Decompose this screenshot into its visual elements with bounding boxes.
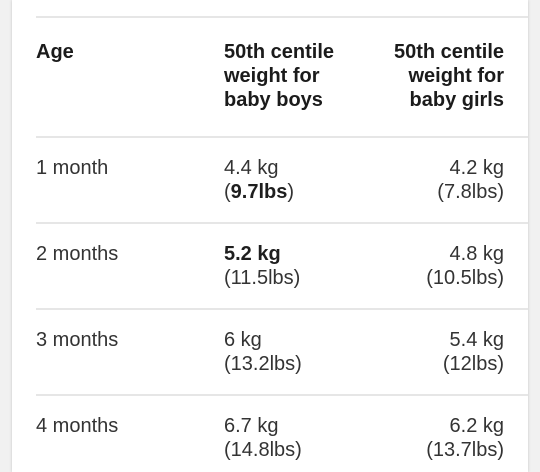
row-divider — [36, 222, 528, 224]
header-boys-line-1: 50th centile — [224, 41, 335, 63]
lbs-close-paren: ) — [287, 181, 295, 203]
boys-weight-cell: 6 kg (13.2lbs) — [224, 328, 394, 376]
girls-weight-cell: 4.8 kg (10.5lbs) — [344, 242, 504, 290]
boys-weight-kg: 6 kg — [224, 329, 262, 351]
boys-weight-lbs: (14.8lbs) — [224, 439, 302, 461]
row-divider — [36, 394, 528, 396]
boys-weight-lbs-value: 9.7lbs — [230, 181, 288, 203]
age-cell: 1 month — [36, 157, 109, 179]
table-header-row: Age 50th centile weight for baby boys 50… — [36, 40, 528, 138]
header-boys: 50th centile weight for baby boys — [224, 40, 394, 112]
girls-weight-kg: 4.8 kg — [449, 243, 504, 265]
header-divider — [36, 136, 528, 138]
girls-weight-cell: 4.2 kg (7.8lbs) — [344, 156, 504, 204]
girls-weight-lbs: (12lbs) — [442, 353, 504, 375]
boys-weight-cell: 4.4 kg (9.7lbs) — [224, 156, 394, 204]
boys-weight-lbs: (9.7lbs) — [224, 180, 394, 204]
boys-weight-lbs: (13.2lbs) — [224, 353, 302, 375]
girls-weight-cell: 6.2 kg (13.7lbs) — [344, 414, 504, 462]
girls-weight-lbs: (7.8lbs) — [437, 181, 504, 203]
girls-weight-kg: 6.2 kg — [449, 415, 504, 437]
header-boys-line-3: baby boys — [224, 89, 323, 111]
table-row: 3 months 6 kg (13.2lbs) 5.4 kg (12lbs) — [36, 310, 528, 396]
boys-weight-cell: 6.7 kg (14.8lbs) — [224, 414, 394, 462]
boys-weight-lbs: (11.5lbs) — [224, 267, 301, 289]
header-boys-line-2: weight for — [224, 65, 320, 87]
boys-weight-kg: 5.2 kg — [224, 243, 281, 265]
header-age: Age — [36, 41, 74, 63]
header-girls-line-3: baby girls — [409, 89, 504, 111]
table-row: 1 month 4.4 kg (9.7lbs) 4.2 kg (7.8lbs) — [36, 138, 528, 224]
table-top-divider — [36, 16, 528, 18]
age-cell: 2 months — [36, 243, 119, 265]
boys-weight-kg: 4.4 kg — [224, 157, 279, 179]
header-girls-line-1: 50th centile — [393, 41, 504, 63]
header-girls: 50th centile weight for baby girls — [344, 40, 504, 112]
table-row: 2 months 5.2 kg (11.5lbs) 4.8 kg (10.5lb… — [36, 224, 528, 310]
boys-weight-cell: 5.2 kg (11.5lbs) — [224, 242, 394, 290]
girls-weight-lbs: (10.5lbs) — [426, 267, 504, 289]
age-cell: 4 months — [36, 415, 119, 437]
girls-weight-cell: 5.4 kg (12lbs) — [344, 328, 504, 376]
row-divider — [36, 308, 528, 310]
weight-table-card: Age 50th centile weight for baby boys 50… — [12, 0, 528, 472]
lbs-open-paren: ( — [224, 181, 231, 203]
age-cell: 3 months — [36, 329, 119, 351]
table-row: 4 months 6.7 kg (14.8lbs) 6.2 kg (13.7lb… — [36, 396, 528, 472]
girls-weight-lbs: (13.7lbs) — [426, 439, 504, 461]
boys-weight-kg: 6.7 kg — [224, 415, 279, 437]
girls-weight-kg: 5.4 kg — [449, 329, 504, 351]
header-girls-line-2: weight for — [408, 65, 504, 87]
girls-weight-kg: 4.2 kg — [449, 157, 504, 179]
